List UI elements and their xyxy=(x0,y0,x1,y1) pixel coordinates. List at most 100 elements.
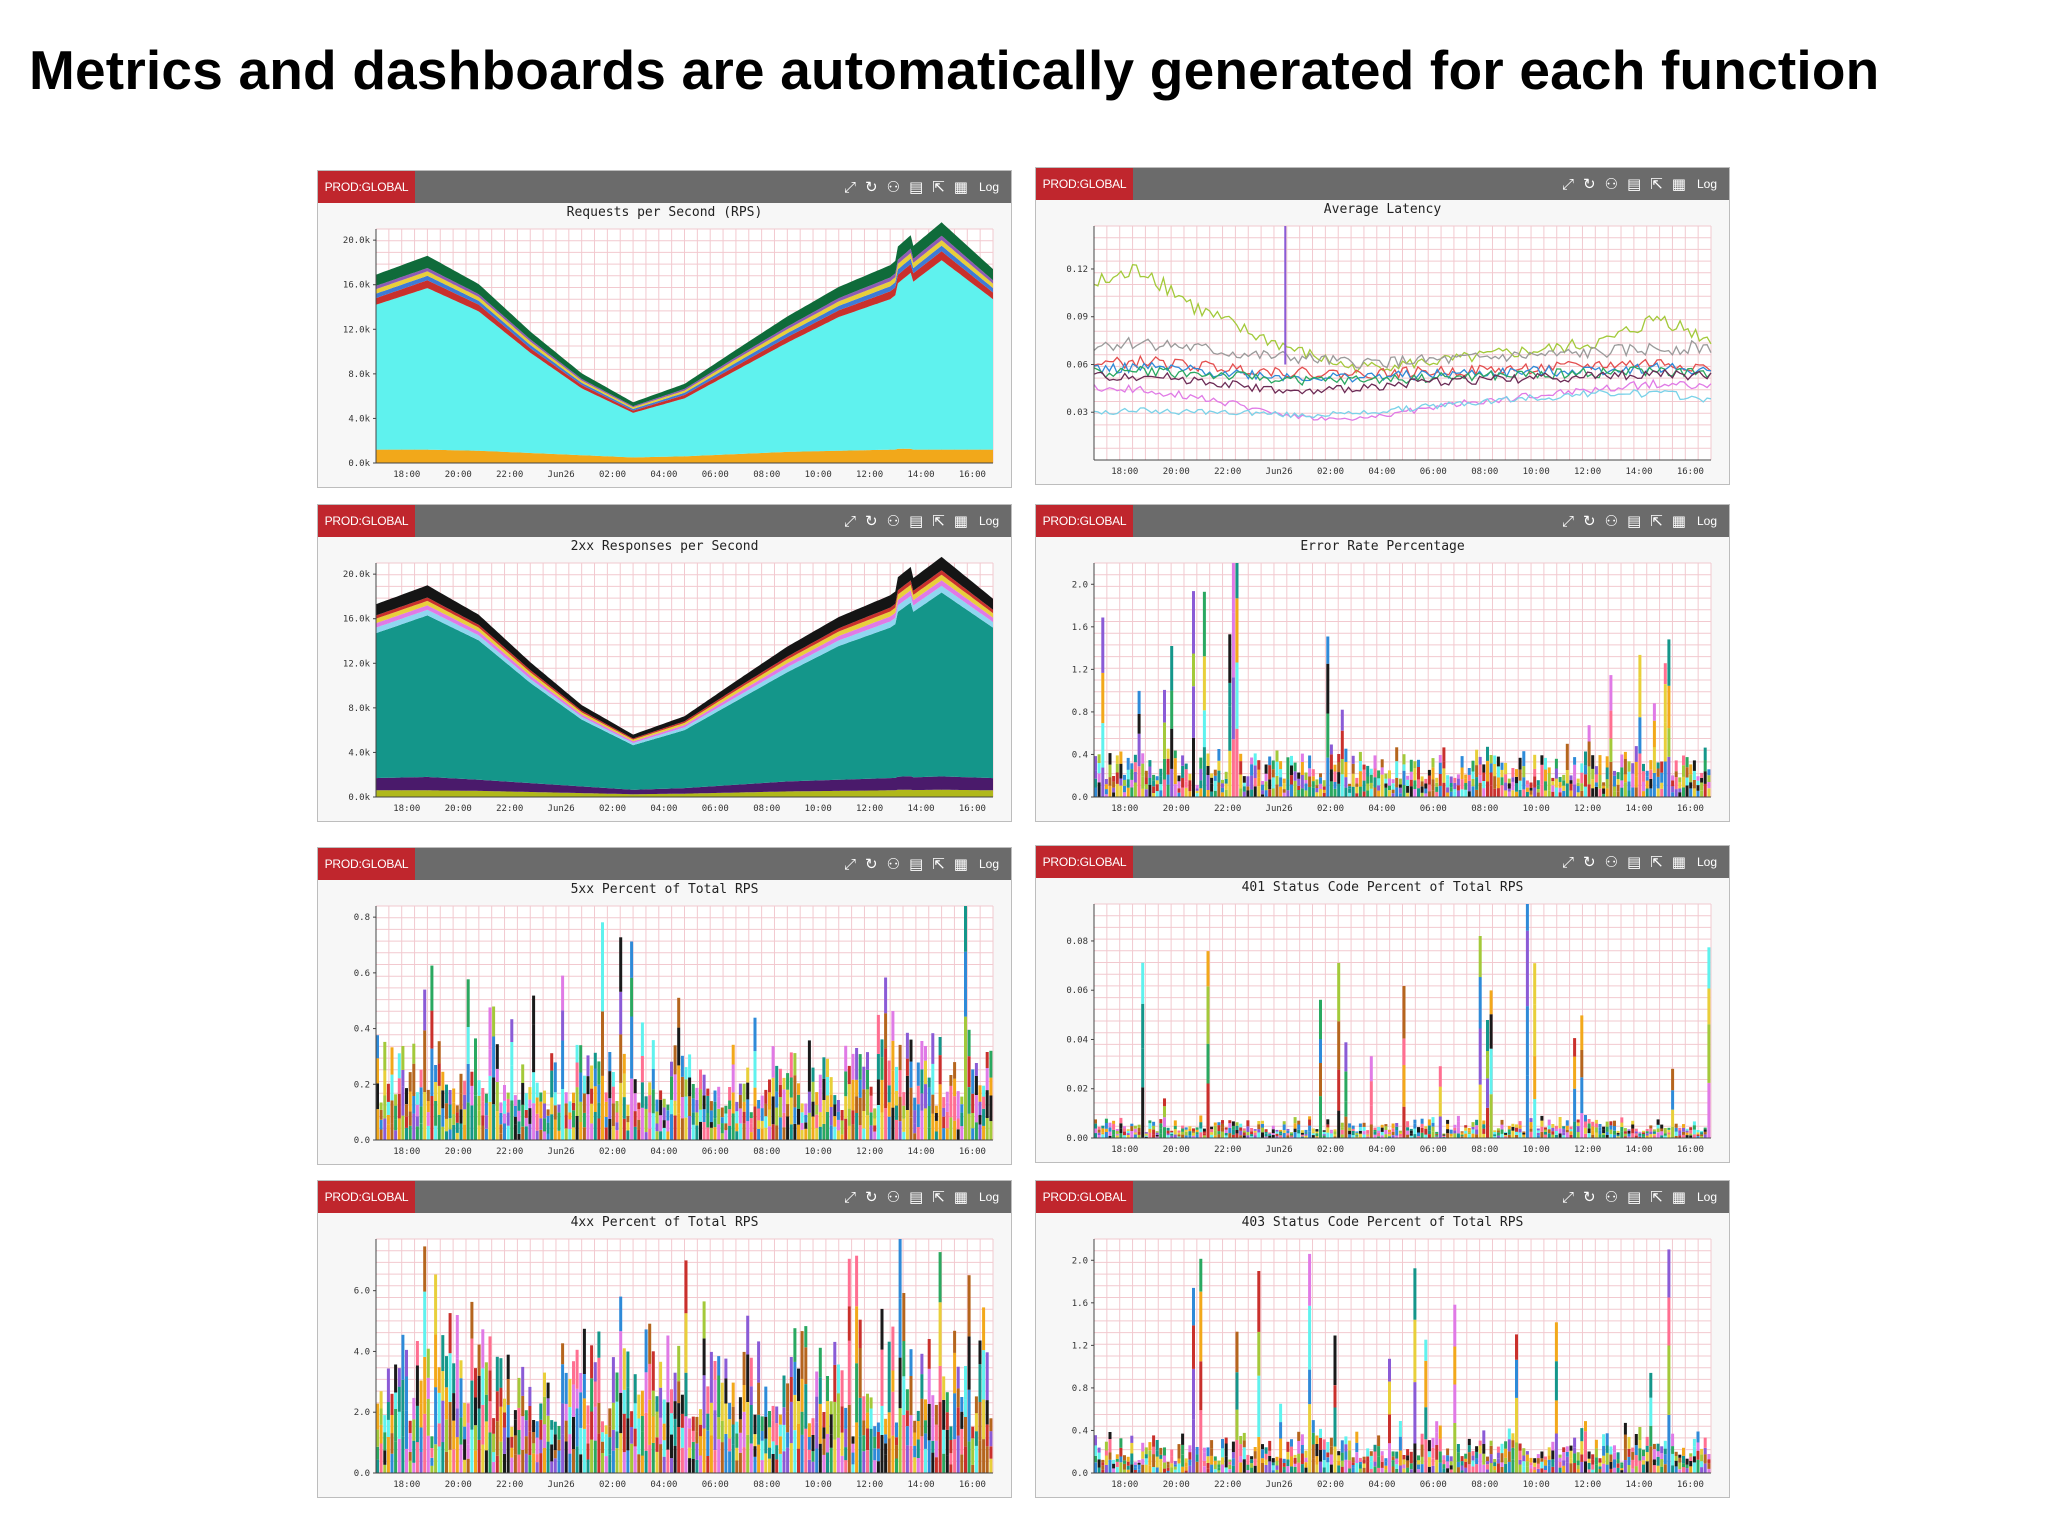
expand-icon[interactable]: ⤢ xyxy=(843,1188,856,1206)
y-tick-label: 4.0k xyxy=(348,414,370,424)
share-icon[interactable]: ⚇ xyxy=(886,855,901,873)
bar-segment xyxy=(1137,1124,1141,1128)
bar-segment xyxy=(789,1401,793,1444)
expand-icon[interactable]: ⤢ xyxy=(1561,1188,1574,1206)
log-scale-toggle[interactable]: Log xyxy=(1696,855,1717,869)
expand-icon[interactable]: ⤢ xyxy=(843,178,856,196)
bar-segment xyxy=(437,1041,441,1064)
open-external-icon[interactable]: ⇱ xyxy=(932,1188,945,1206)
refresh-icon[interactable]: ↻ xyxy=(1582,175,1596,193)
bar-segment xyxy=(644,1123,648,1132)
share-icon[interactable]: ⚇ xyxy=(1604,1188,1619,1206)
log-scale-toggle[interactable]: Log xyxy=(978,514,999,528)
share-icon[interactable]: ⚇ xyxy=(1604,853,1619,871)
share-icon[interactable]: ⚇ xyxy=(1604,175,1619,193)
export-icon[interactable]: ▤ xyxy=(909,1188,924,1206)
bar-segment xyxy=(847,1404,851,1473)
expand-icon[interactable]: ⤢ xyxy=(1561,512,1574,530)
bar-segment xyxy=(1438,1102,1442,1117)
bar-segment xyxy=(1271,777,1275,789)
open-external-icon[interactable]: ⇱ xyxy=(1650,1188,1663,1206)
bar-segment xyxy=(1623,1131,1627,1134)
bar-segment xyxy=(731,1382,735,1407)
refresh-icon[interactable]: ↻ xyxy=(864,1188,878,1206)
bar-segment xyxy=(1475,1134,1479,1138)
share-icon[interactable]: ⚇ xyxy=(886,1188,901,1206)
refresh-icon[interactable]: ↻ xyxy=(864,512,878,530)
export-icon[interactable]: ▤ xyxy=(1627,1188,1642,1206)
bar-segment xyxy=(1638,1460,1642,1473)
grid-layout-icon[interactable]: ▦ xyxy=(1671,512,1686,530)
bar-segment xyxy=(902,1105,906,1119)
bar-segment xyxy=(1152,780,1156,787)
open-external-icon[interactable]: ⇱ xyxy=(932,855,945,873)
area-series-1 xyxy=(376,260,993,458)
bar-segment xyxy=(1141,753,1145,764)
expand-icon[interactable]: ⤢ xyxy=(843,512,856,530)
bar-segment xyxy=(1170,646,1174,691)
share-icon[interactable]: ⚇ xyxy=(1604,512,1619,530)
log-scale-toggle[interactable]: Log xyxy=(1696,514,1717,528)
export-icon[interactable]: ▤ xyxy=(1627,175,1642,193)
bar-segment xyxy=(434,1387,438,1445)
export-icon[interactable]: ▤ xyxy=(909,178,924,196)
export-icon[interactable]: ▤ xyxy=(1627,853,1642,871)
expand-icon[interactable]: ⤢ xyxy=(1561,853,1574,871)
bar-segment xyxy=(1228,1461,1232,1465)
refresh-icon[interactable]: ↻ xyxy=(864,178,878,196)
open-external-icon[interactable]: ⇱ xyxy=(1650,175,1663,193)
bar-segment xyxy=(702,1375,706,1429)
expand-icon[interactable]: ⤢ xyxy=(843,855,856,873)
grid-layout-icon[interactable]: ▦ xyxy=(953,512,968,530)
bar-segment xyxy=(945,1091,949,1103)
log-scale-toggle[interactable]: Log xyxy=(978,1190,999,1204)
bar-segment xyxy=(543,1131,546,1140)
bar-segment xyxy=(1369,1461,1373,1469)
open-external-icon[interactable]: ⇱ xyxy=(932,178,945,196)
bar-segment xyxy=(1602,1434,1606,1446)
bar-segment xyxy=(561,1403,565,1435)
share-icon[interactable]: ⚇ xyxy=(886,512,901,530)
log-scale-toggle[interactable]: Log xyxy=(1696,1190,1717,1204)
bar-segment xyxy=(1311,1432,1315,1445)
bar-segment xyxy=(833,1104,837,1117)
refresh-icon[interactable]: ↻ xyxy=(1582,1188,1596,1206)
grid-layout-icon[interactable]: ▦ xyxy=(953,178,968,196)
grid-layout-icon[interactable]: ▦ xyxy=(1671,175,1686,193)
open-external-icon[interactable]: ⇱ xyxy=(1650,853,1663,871)
grid-layout-icon[interactable]: ▦ xyxy=(953,855,968,873)
bar-segment xyxy=(1340,1122,1344,1128)
bar-segment xyxy=(459,1378,463,1418)
bar-segment xyxy=(1453,1130,1457,1134)
bar-segment xyxy=(1155,1132,1159,1135)
export-icon[interactable]: ▤ xyxy=(909,855,924,873)
x-tick-label: 06:00 xyxy=(702,1480,729,1490)
grid-layout-icon[interactable]: ▦ xyxy=(1671,853,1686,871)
grid-layout-icon[interactable]: ▦ xyxy=(1671,1188,1686,1206)
log-scale-toggle[interactable]: Log xyxy=(978,857,999,871)
bar-segment xyxy=(499,1112,503,1125)
bar-segment xyxy=(1598,1130,1602,1135)
bar-segment xyxy=(1246,1454,1250,1461)
bar-segment xyxy=(448,1353,452,1402)
bar-segment xyxy=(1311,769,1315,777)
refresh-icon[interactable]: ↻ xyxy=(1582,853,1596,871)
grid-layout-icon[interactable]: ▦ xyxy=(953,1188,968,1206)
bar-segment xyxy=(379,1424,383,1444)
log-scale-toggle[interactable]: Log xyxy=(1696,177,1717,191)
refresh-icon[interactable]: ↻ xyxy=(864,855,878,873)
log-scale-toggle[interactable]: Log xyxy=(978,180,999,194)
share-icon[interactable]: ⚇ xyxy=(886,178,901,196)
refresh-icon[interactable]: ↻ xyxy=(1582,512,1596,530)
bar-segment xyxy=(1152,793,1156,797)
export-icon[interactable]: ▤ xyxy=(909,512,924,530)
x-tick-label: 20:00 xyxy=(445,1147,472,1157)
expand-icon[interactable]: ⤢ xyxy=(1561,175,1574,193)
export-icon[interactable]: ▤ xyxy=(1627,512,1642,530)
bar-segment xyxy=(1264,773,1268,782)
bar-segment xyxy=(1424,778,1428,784)
open-external-icon[interactable]: ⇱ xyxy=(932,512,945,530)
bar-segment xyxy=(1231,1125,1235,1130)
open-external-icon[interactable]: ⇱ xyxy=(1650,512,1663,530)
bar-segment xyxy=(964,1016,967,1077)
